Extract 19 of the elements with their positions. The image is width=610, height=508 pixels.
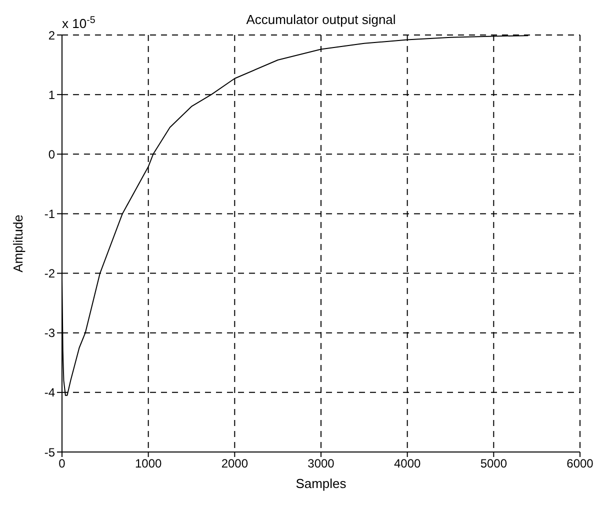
x-tick-label: 1000 bbox=[134, 456, 162, 471]
y-tick-label: -2 bbox=[44, 266, 56, 281]
y-tick-label: -4 bbox=[44, 386, 56, 400]
y-tick-label: 0 bbox=[48, 147, 56, 162]
y-axis-title: Amplitude bbox=[10, 214, 26, 272]
y-tick-label: -1 bbox=[44, 206, 56, 221]
x-tick-label: 2000 bbox=[221, 456, 248, 471]
x-tick-label: 5000 bbox=[480, 456, 508, 471]
y-tick-label: -3 bbox=[44, 326, 56, 340]
x-tick-label: 6000 bbox=[566, 456, 594, 471]
y-tick-label: 2 bbox=[48, 28, 56, 42]
x-tick-label: 0 bbox=[58, 456, 66, 471]
y-tick-label: 1 bbox=[48, 88, 56, 102]
chart-title: Accumulator output signal bbox=[246, 12, 396, 27]
y-tick-label: -5 bbox=[44, 445, 56, 460]
text: x 10$^{-5}$ bbox=[62, 14, 96, 31]
x-axis-title: Samples bbox=[296, 476, 347, 491]
x-tick-label: 3000 bbox=[308, 456, 335, 471]
x-tick-label: 4000 bbox=[394, 456, 422, 471]
